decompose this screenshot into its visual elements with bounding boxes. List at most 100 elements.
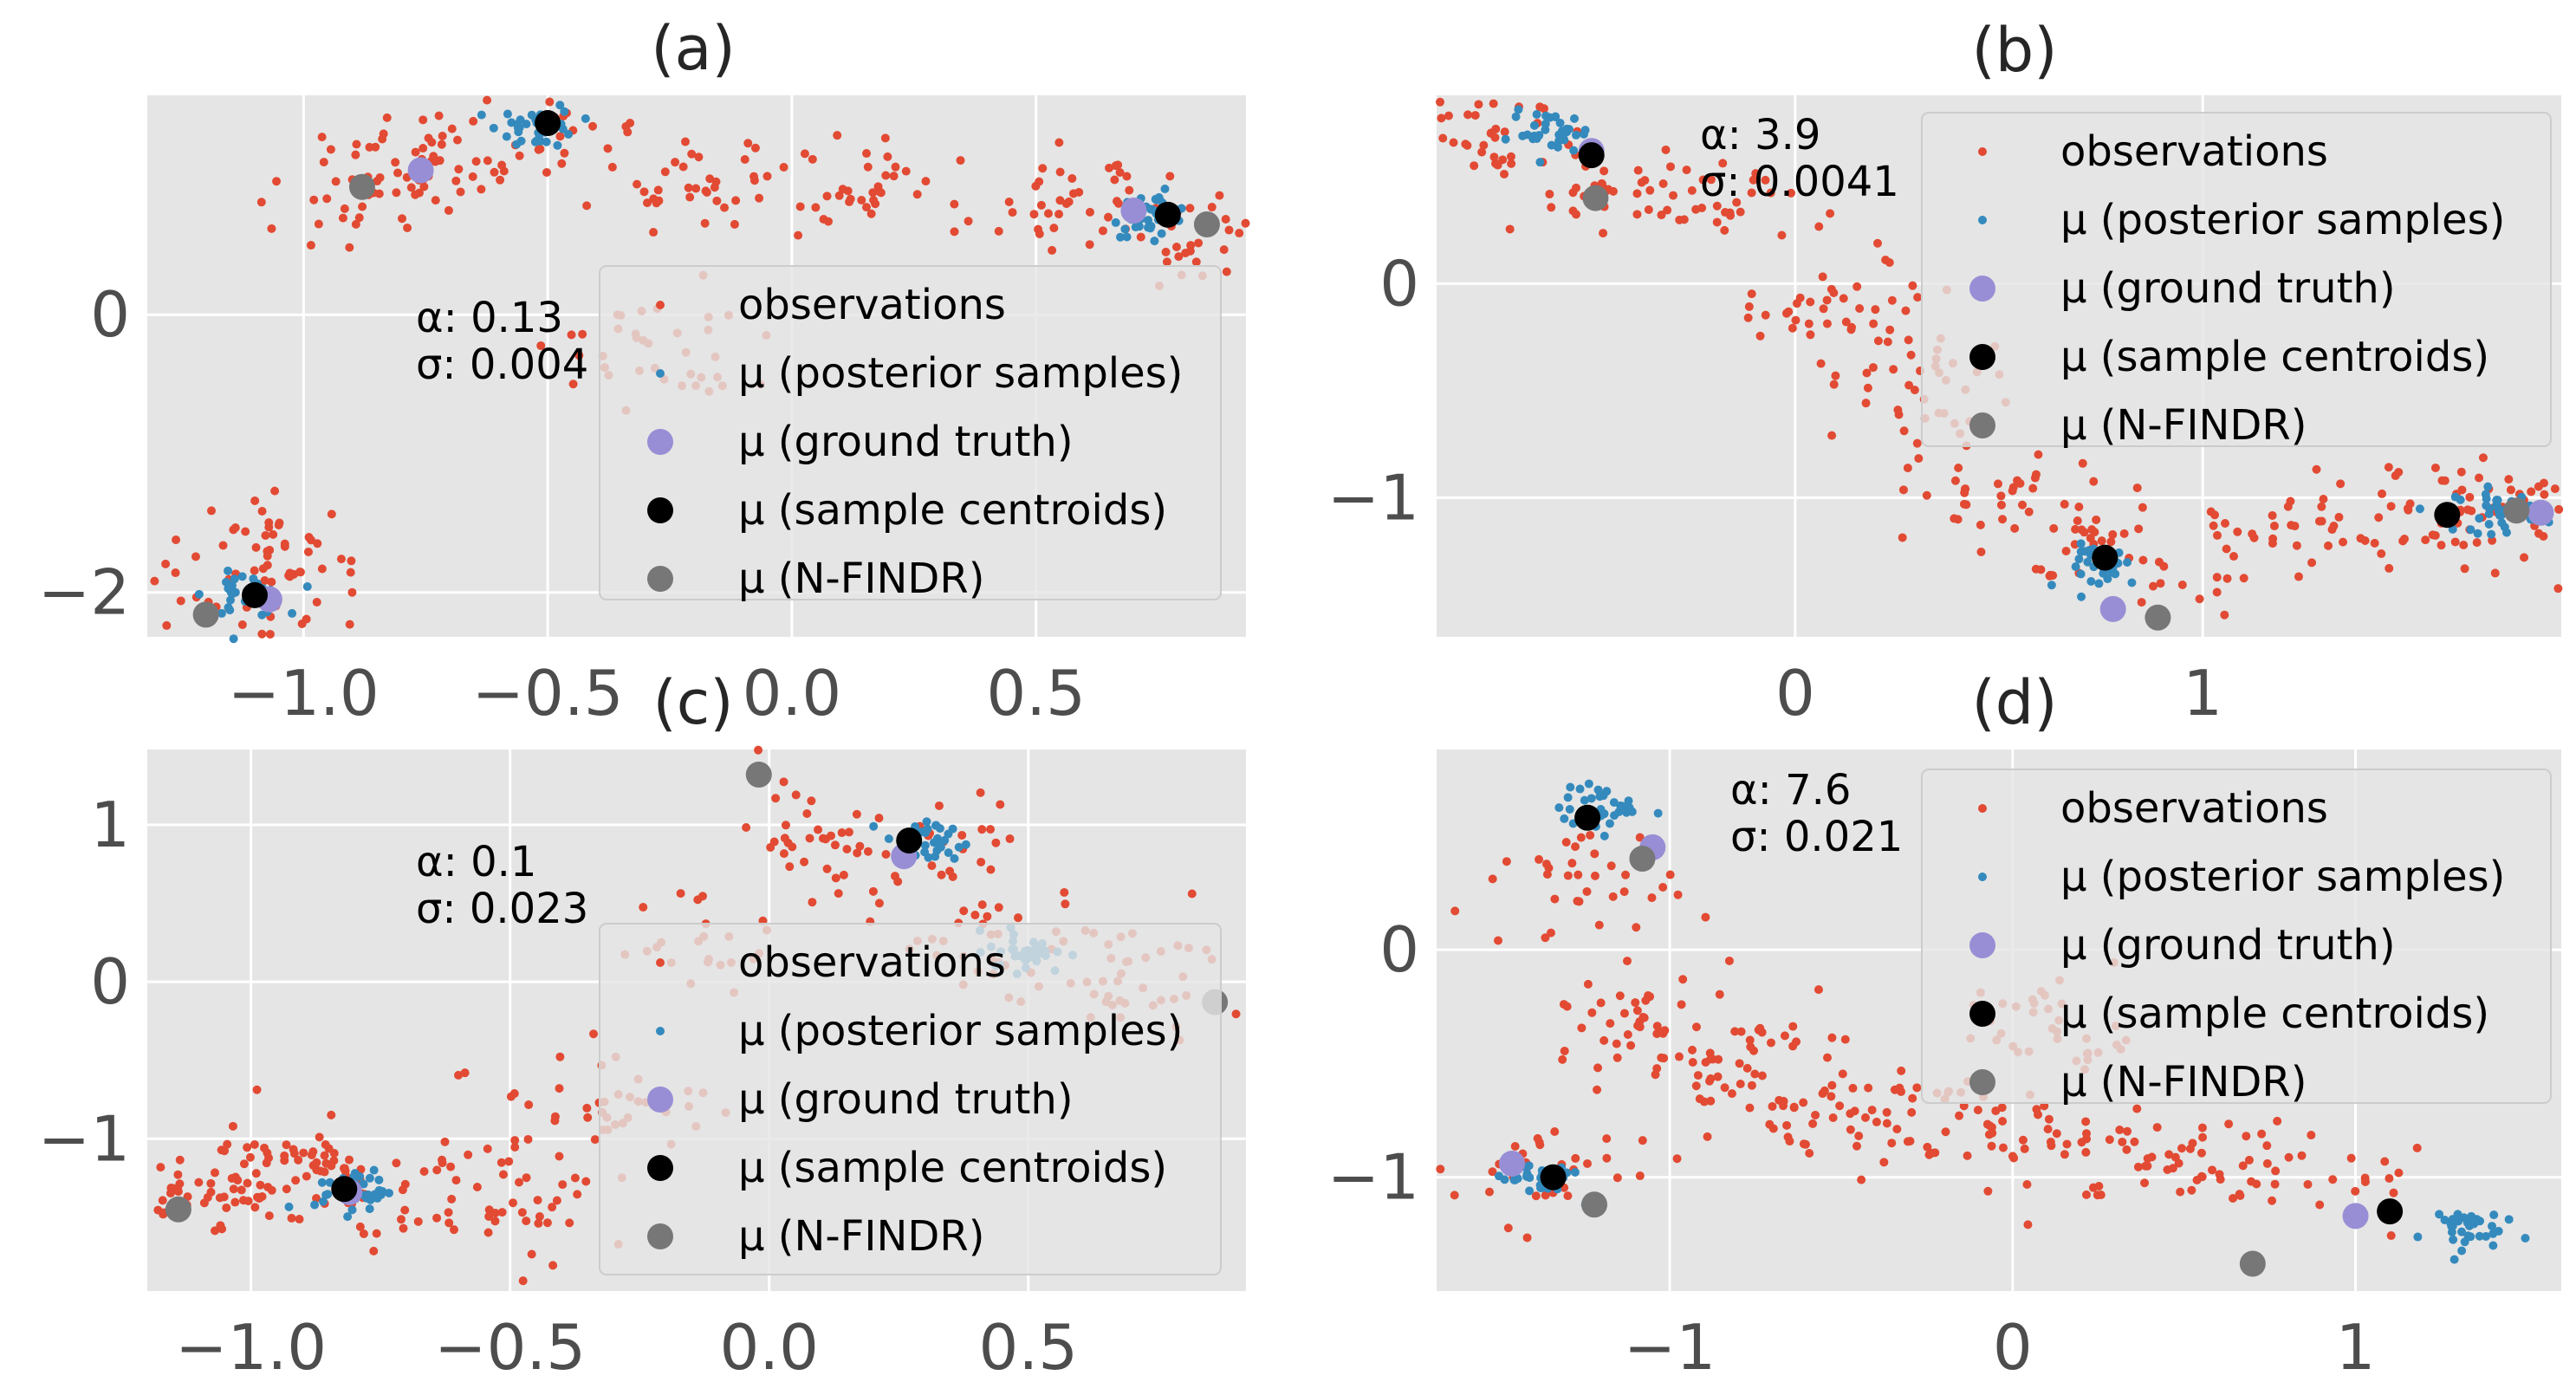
- observation-point: [583, 1113, 593, 1122]
- observation-point: [1055, 196, 1065, 205]
- observation-point: [1820, 1086, 1829, 1095]
- observation-point: [1665, 162, 1675, 172]
- observation-point: [1732, 198, 1742, 207]
- observation-point: [2384, 463, 2393, 472]
- observation-point: [1436, 97, 1445, 107]
- posterior-sample-point: [1509, 1175, 1519, 1184]
- observation-point: [1713, 1072, 1723, 1081]
- observation-point: [156, 1163, 165, 1172]
- observation-point: [950, 199, 959, 209]
- observation-point: [522, 1173, 531, 1183]
- posterior-sample-point: [2488, 1229, 2498, 1238]
- observation-point: [1067, 173, 1077, 183]
- observation-point: [652, 198, 661, 208]
- legend-box: [1921, 769, 2552, 1104]
- sigma-annotation: σ: 0.021: [1730, 813, 1903, 861]
- posterior-sample-point: [2413, 1232, 2423, 1242]
- panel-b: 0 1 0 −1 (b) α: 3.9σ: 0.0041 observations μ (po…: [1327, 15, 2564, 730]
- observation-point: [176, 596, 185, 606]
- x-tick-label: −0.5: [472, 657, 624, 730]
- observation-point: [1165, 172, 1175, 181]
- observation-point: [438, 132, 447, 141]
- observation-point: [1632, 923, 1641, 932]
- observation-point: [2268, 1196, 2277, 1205]
- observation-point: [1811, 1110, 1820, 1119]
- alpha-annotation: α: 0.13: [416, 294, 563, 342]
- observation-point: [490, 167, 499, 177]
- observation-point: [542, 1218, 552, 1228]
- observation-point: [1745, 1035, 1755, 1045]
- observation-point: [1682, 165, 1691, 175]
- observation-point: [889, 172, 899, 181]
- observation-point: [893, 877, 903, 886]
- observation-point: [1962, 500, 1971, 509]
- observation-point: [2208, 1165, 2217, 1175]
- observation-point: [2221, 518, 2230, 528]
- posterior-sample-point: [1610, 811, 1619, 821]
- observation-point: [2087, 525, 2097, 535]
- observation-point: [2061, 547, 2071, 556]
- ground-truth-point: [1120, 198, 1147, 224]
- observation-point: [432, 1213, 442, 1223]
- observation-point: [1621, 870, 1631, 879]
- legend-marker-centroid: [1969, 344, 1995, 370]
- observation-point: [1558, 1054, 1567, 1064]
- panel-a: −1.0 −0.5 0.0 0.50−2(a)α: 0.13σ: 0.004obser…: [38, 13, 1250, 730]
- observation-point: [260, 1143, 269, 1152]
- observation-point: [2430, 463, 2440, 472]
- observation-point: [1822, 295, 1832, 305]
- legend-label-nfindr: μ (N-FINDR): [738, 555, 984, 603]
- observation-point: [2082, 1129, 2092, 1139]
- observation-point: [2022, 1179, 2032, 1189]
- observation-point: [294, 1155, 303, 1165]
- legend-label-observations: observations: [2060, 784, 2328, 833]
- observation-point: [2356, 534, 2365, 543]
- observation-point: [891, 162, 900, 172]
- posterior-sample-point: [1545, 113, 1554, 122]
- observation-point: [2089, 477, 2099, 486]
- observation-point: [308, 1161, 318, 1171]
- posterior-sample-point: [2415, 504, 2424, 514]
- observation-point: [1586, 830, 1595, 840]
- observation-point: [2284, 1152, 2294, 1162]
- observation-point: [354, 213, 364, 223]
- posterior-sample-point: [555, 101, 565, 110]
- observation-point: [440, 1137, 450, 1146]
- posterior-sample-point: [2076, 539, 2086, 548]
- nfindr-point: [2503, 497, 2530, 524]
- observation-point: [345, 243, 354, 252]
- observation-point: [2336, 479, 2346, 489]
- observation-point: [1576, 833, 1586, 842]
- observation-point: [2244, 1155, 2254, 1165]
- observation-point: [206, 1178, 216, 1188]
- observation-point: [2028, 483, 2038, 493]
- observation-point: [1801, 1139, 1810, 1149]
- observation-point: [568, 380, 578, 389]
- observation-point: [1882, 1119, 1891, 1128]
- posterior-sample-point: [1154, 192, 1164, 202]
- legend: observations μ (posterior samples) μ (grou…: [599, 923, 1222, 1275]
- posterior-sample-point: [2127, 578, 2137, 587]
- sample-centroid-point: [896, 827, 923, 854]
- observation-point: [1181, 248, 1191, 257]
- observation-point: [1638, 1012, 1648, 1022]
- observation-point: [1765, 1119, 1775, 1129]
- observation-point: [1673, 890, 1683, 899]
- observation-point: [1750, 1069, 1760, 1079]
- posterior-sample-point: [1570, 1167, 1580, 1177]
- observation-point: [1735, 1059, 1744, 1068]
- observation-point: [550, 1116, 560, 1126]
- posterior-sample-point: [507, 118, 516, 127]
- observation-point: [444, 1208, 453, 1217]
- observation-point: [2262, 1141, 2272, 1151]
- observation-point: [2195, 594, 2204, 604]
- observation-point: [1976, 520, 1985, 529]
- posterior-sample-point: [1541, 125, 1550, 134]
- observation-point: [1235, 229, 1244, 238]
- observation-point: [454, 165, 464, 174]
- observation-point: [2148, 581, 2157, 591]
- observation-point: [834, 889, 843, 899]
- observation-point: [1004, 198, 1014, 207]
- observation-point: [1658, 883, 1668, 892]
